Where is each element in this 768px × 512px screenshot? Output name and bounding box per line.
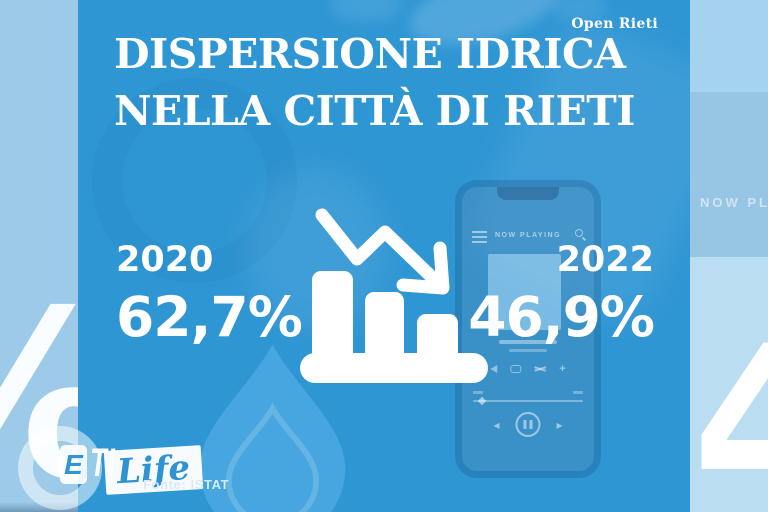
speaker-icon: [490, 364, 498, 373]
now-playing-label: NOW PLAYING: [494, 232, 562, 239]
left-peek-strip: %: [0, 0, 78, 512]
peek-band: [690, 92, 768, 257]
stat-year: 2022: [556, 240, 654, 280]
title-line-1: DISPERSIONE IDRICA: [114, 30, 626, 78]
water-drop-icon: [199, 344, 346, 512]
pause-icon: [515, 412, 541, 437]
declining-chart-icon: [300, 208, 488, 383]
bottom-shade: [0, 502, 78, 512]
stat-value: 62,7%: [116, 285, 303, 349]
peek-now-playing-label: NOW PLAYING: [700, 195, 768, 210]
page-title: DISPERSIONE IDRICA NELLA CITTÀ DI RIETI: [114, 26, 635, 139]
shuffle-icon: [534, 364, 546, 373]
phone-mockup: NOW PLAYING + ◂ ▸: [455, 180, 601, 478]
player-controls: ◂ ▸: [493, 412, 563, 437]
rietilife-logo: E TI Life Fonte: ISTAT: [10, 426, 280, 512]
logo-badge-letter: E: [60, 445, 87, 484]
player-option-icons: +: [490, 362, 566, 375]
stat-2022: 2022 46,9%: [468, 240, 655, 349]
time-elapsed-bar: [473, 391, 483, 394]
phone-notch: [497, 187, 559, 200]
next-track-icon: ▸: [556, 417, 563, 432]
progress-bar: [473, 400, 583, 402]
phone-screen: NOW PLAYING + ◂ ▸: [462, 187, 594, 471]
slide-card: NOW PLAYING + ◂ ▸: [78, 0, 690, 512]
light-blob-decoration: [330, 0, 402, 22]
stat-2020: 2020 62,7%: [116, 240, 303, 349]
album-art: [488, 254, 561, 330]
previous-track-icon: ◂: [493, 417, 500, 432]
plus-icon: +: [559, 362, 566, 375]
title-line-2: NELLA CITTÀ DI RIETI: [114, 86, 635, 135]
right-peek-strip: NOW PLAYING 4: [690, 0, 768, 512]
song-title-bar: [499, 340, 557, 344]
source-label: Fonte: ISTAT: [143, 477, 230, 492]
repeat-icon: [510, 364, 522, 373]
light-blob-decoration: [550, 0, 606, 22]
stat-year: 2020: [116, 240, 214, 280]
peek-digit: 4: [692, 300, 768, 512]
stat-value: 46,9%: [468, 285, 655, 349]
declining-trend-arrow-icon: [315, 208, 448, 293]
search-icon: [575, 229, 583, 237]
hamburger-icon: [472, 231, 487, 246]
artist-name-bar: [509, 349, 547, 352]
time-total-bar: [573, 391, 583, 394]
peek-band: [690, 257, 768, 512]
brand-label: Open Rieti: [571, 16, 658, 32]
